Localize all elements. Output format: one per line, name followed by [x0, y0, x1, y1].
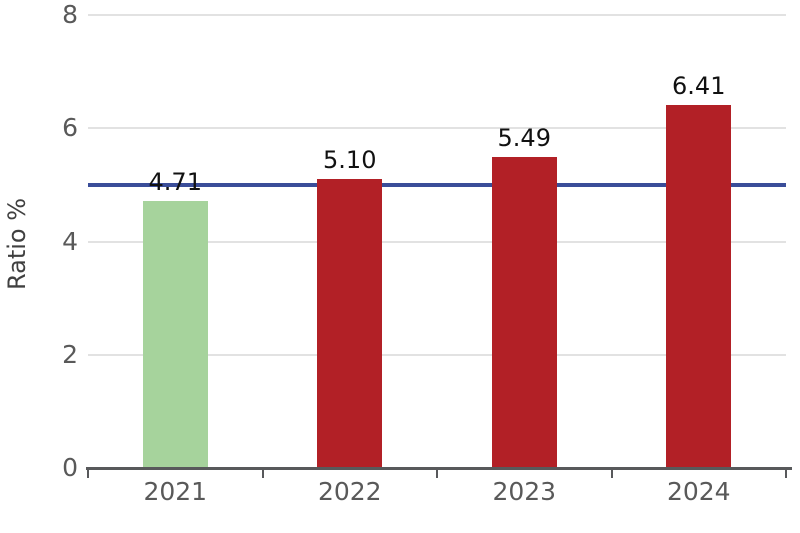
x-tick-label: 2023: [492, 477, 557, 506]
x-tick-label: 2021: [143, 477, 208, 506]
x-axis-tick: [610, 470, 613, 478]
bar-value-label: 5.10: [323, 146, 377, 175]
x-axis-tick: [436, 470, 438, 478]
bar-2022: [317, 179, 383, 468]
x-axis-line: [86, 467, 792, 470]
y-tick-label: 0: [62, 453, 78, 482]
x-axis-tick: [261, 470, 264, 478]
bar-2024: [666, 105, 732, 468]
bar-value-label: 4.71: [148, 168, 202, 197]
x-tick-label: 2022: [317, 477, 382, 506]
bar-2023: [491, 157, 557, 468]
bar-value-label: 5.49: [497, 124, 551, 153]
y-tick-label: 2: [62, 339, 78, 369]
y-axis-title: Ratio %: [3, 197, 31, 291]
y-tick-label: 6: [62, 113, 78, 143]
x-axis-tick: [785, 470, 787, 478]
gridline-y-6: [88, 127, 786, 130]
x-axis-tick: [87, 470, 89, 478]
y-tick-label: 4: [62, 226, 78, 256]
reference-line: [88, 182, 786, 187]
gridline-y-2: [88, 353, 786, 356]
gridline-y-4: [88, 240, 786, 243]
x-tick-label: 2024: [666, 477, 731, 506]
bar-2021: [142, 201, 208, 468]
bar-value-label: 6.41: [672, 72, 726, 101]
y-tick-label: 8: [62, 0, 78, 29]
gridline-y-8: [88, 14, 786, 16]
